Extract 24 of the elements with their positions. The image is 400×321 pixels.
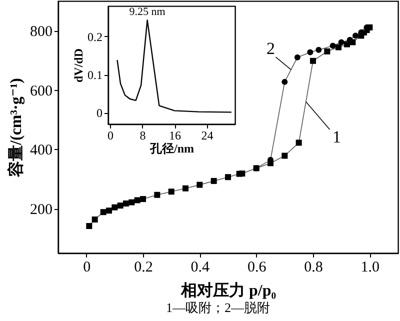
x-tick-label: 16 xyxy=(169,128,182,142)
y-tick-label: 800 xyxy=(30,24,52,40)
x-tick-label: 0.6 xyxy=(247,260,267,276)
x-tick-label: 0.2 xyxy=(134,260,153,276)
x-tick-label: 8 xyxy=(140,128,146,142)
y-tick-label: 0.1 xyxy=(88,68,102,82)
x-tick-label: 0.4 xyxy=(190,260,210,276)
text: 1—吸附；2—脱附 xyxy=(165,299,271,317)
x-tick-label: 1.0 xyxy=(360,260,380,276)
y-axis-title: 容量/(cm³·g⁻¹) xyxy=(6,78,25,178)
x-axis-title: 孔径/nm xyxy=(148,142,194,156)
x-axis-title: 相对压力 p/p₀ xyxy=(180,282,276,300)
legend-label: 1 xyxy=(332,128,341,147)
x-tick-label: 0.8 xyxy=(304,260,323,276)
x-tick-label: 0 xyxy=(108,128,114,142)
y-tick-label: 0.2 xyxy=(88,30,102,44)
y-tick-label: 200 xyxy=(30,202,52,218)
y-tick-label: 400 xyxy=(30,142,52,159)
annotation: 9.25 nm xyxy=(129,6,166,18)
y-axis-title: dV/dD xyxy=(72,48,86,83)
y-tick-label: 600 xyxy=(30,83,52,100)
y-tick-label: 0 xyxy=(96,106,102,120)
series-label: 2 xyxy=(266,39,275,58)
x-tick-label: 24 xyxy=(201,128,214,142)
